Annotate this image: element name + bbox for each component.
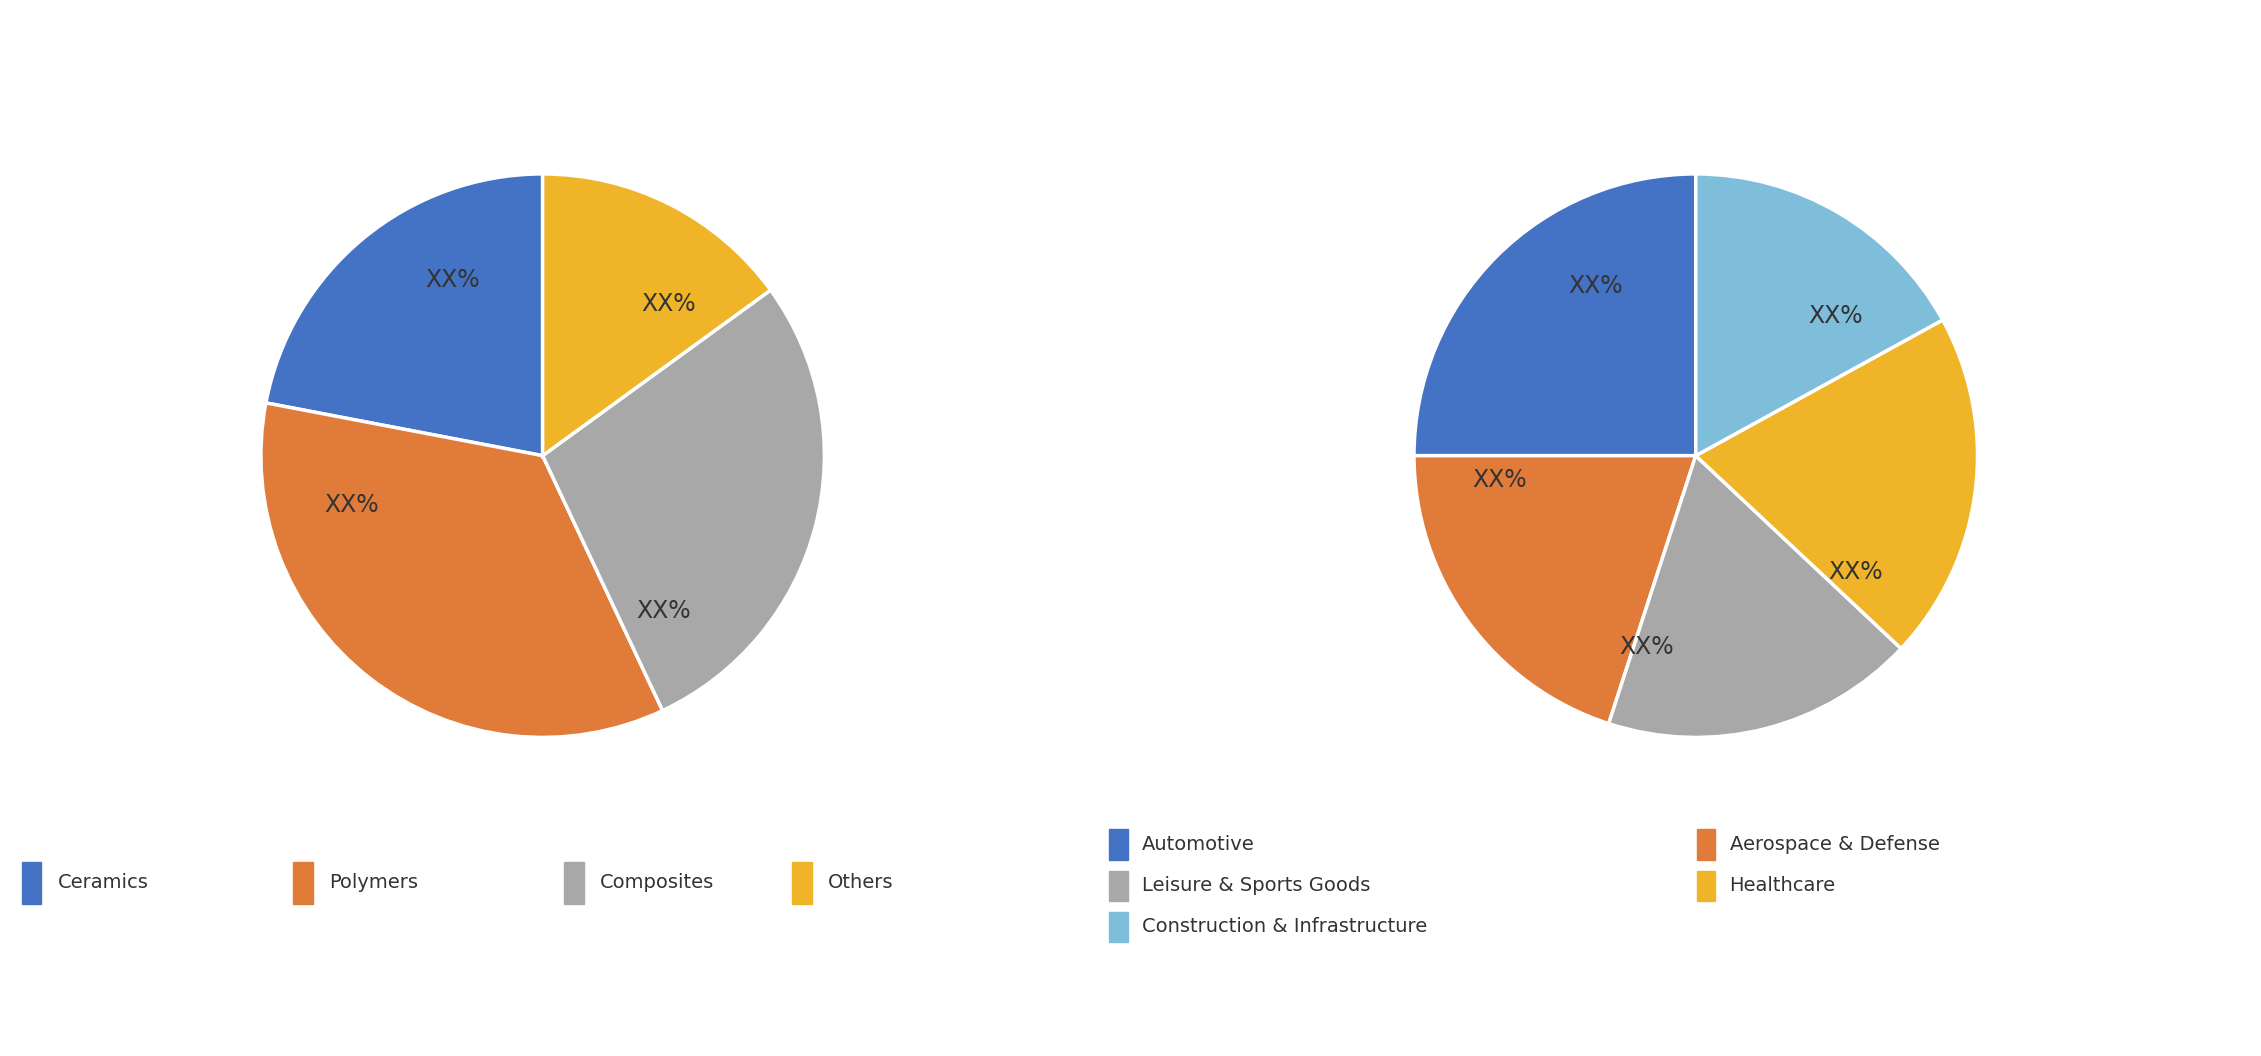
Bar	[1108, 911, 1128, 942]
Text: XX%: XX%	[635, 600, 692, 623]
Text: XX%: XX%	[425, 268, 479, 291]
Bar	[23, 863, 41, 904]
Text: XX%: XX%	[1569, 274, 1623, 298]
Text: Polymers: Polymers	[328, 873, 418, 892]
Wedge shape	[1608, 456, 1902, 737]
Wedge shape	[1413, 456, 1696, 723]
Text: Source: Theindustrystats Analysis: Source: Theindustrystats Analysis	[41, 1001, 443, 1021]
Bar	[1108, 829, 1128, 860]
Text: Automotive: Automotive	[1142, 835, 1255, 854]
Text: XX%: XX%	[323, 493, 380, 516]
Bar	[1108, 870, 1128, 901]
Wedge shape	[267, 174, 543, 456]
Bar	[791, 863, 812, 904]
Wedge shape	[260, 403, 662, 737]
Text: Leisure & Sports Goods: Leisure & Sports Goods	[1142, 876, 1370, 895]
Text: Construction & Infrastructure: Construction & Infrastructure	[1142, 918, 1427, 937]
Text: XX%: XX%	[1827, 560, 1883, 584]
Wedge shape	[543, 290, 825, 711]
Text: Ceramics: Ceramics	[57, 873, 149, 892]
Text: Others: Others	[828, 873, 893, 892]
Text: Website: www.theindustrystats.com: Website: www.theindustrystats.com	[1800, 1001, 2227, 1021]
Bar	[565, 863, 583, 904]
Text: Composites: Composites	[599, 873, 714, 892]
Wedge shape	[1413, 174, 1696, 456]
Bar	[1696, 829, 1716, 860]
Text: XX%: XX%	[1619, 635, 1673, 659]
Text: Aerospace & Defense: Aerospace & Defense	[1730, 835, 1940, 854]
Bar	[294, 863, 312, 904]
Bar	[1696, 870, 1716, 901]
Text: Fig. Global Piezoelectric Materials Market Share by Product Types & Application: Fig. Global Piezoelectric Materials Mark…	[27, 37, 1343, 65]
Wedge shape	[1696, 320, 1978, 648]
Text: XX%: XX%	[1809, 304, 1863, 328]
Wedge shape	[543, 174, 771, 456]
Text: XX%: XX%	[1472, 469, 1528, 492]
Wedge shape	[1696, 174, 1942, 456]
Text: Email: sales@theindustrystats.com: Email: sales@theindustrystats.com	[922, 1001, 1339, 1021]
Text: Healthcare: Healthcare	[1730, 876, 1836, 895]
Text: XX%: XX%	[642, 291, 696, 316]
